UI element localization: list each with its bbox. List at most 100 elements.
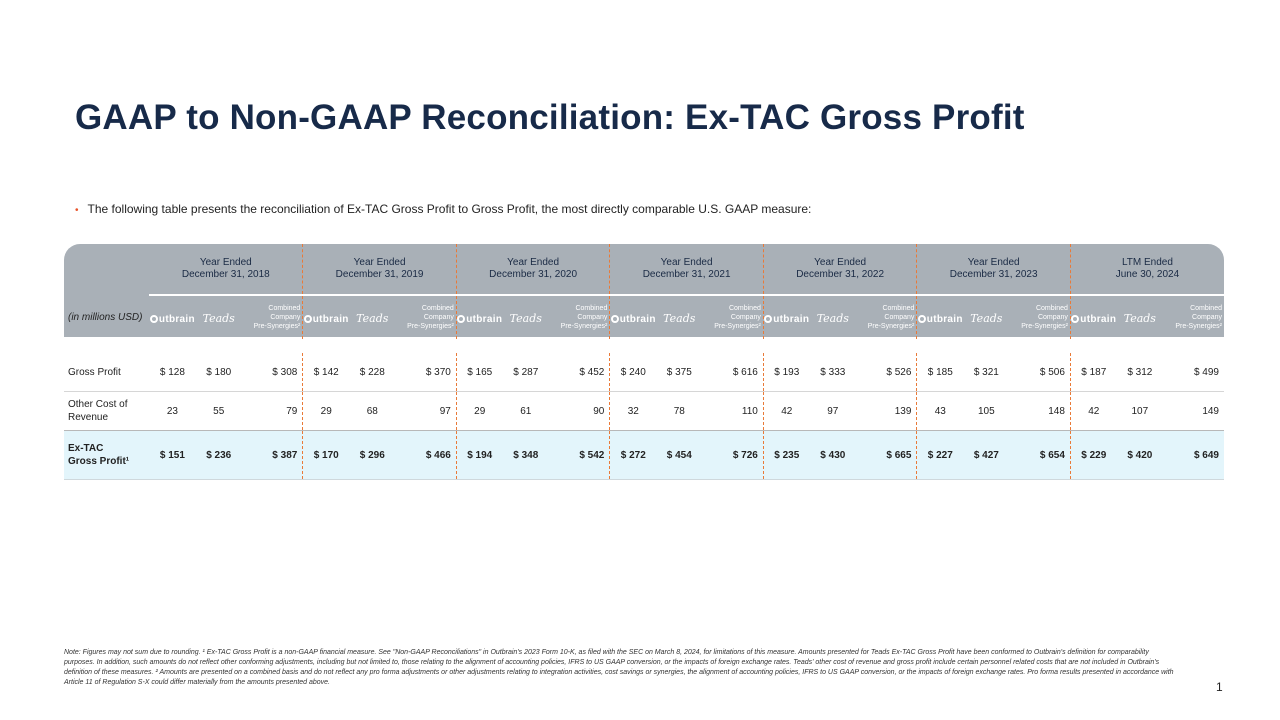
teads-logo-text: Teads	[356, 311, 389, 325]
table-cell: 110	[702, 391, 764, 431]
period-line1: Year Ended	[353, 257, 406, 268]
combined-header: Combined Company Pre-Synergies²	[1009, 295, 1071, 339]
combined-l1: Combined	[1190, 305, 1222, 312]
table-cell: $ 228	[349, 353, 396, 392]
period-header: Year Ended December 31, 2022	[763, 244, 918, 296]
outbrain-logo-text: utbrain	[926, 313, 963, 325]
combined-l1: Combined	[1035, 305, 1068, 312]
period-line1: Year Ended	[507, 257, 560, 268]
table-cell: $ 321	[963, 353, 1010, 392]
combined-header: Combined Company Pre-Synergies²	[548, 295, 611, 339]
outbrain-logo: utbrain	[1070, 295, 1116, 339]
outbrain-logo: utbrain	[610, 295, 656, 339]
intro-bullet: • The following table presents the reconc…	[75, 202, 811, 216]
teads-logo: Teads	[1117, 295, 1163, 339]
outbrain-logo-text: utbrain	[312, 313, 349, 325]
intro-text: The following table presents the reconci…	[87, 202, 812, 216]
table-cell: $ 296	[349, 430, 396, 480]
outbrain-o-icon	[149, 314, 158, 323]
table-cell: $ 165	[456, 353, 503, 392]
table-cell: $ 185	[916, 353, 964, 392]
combined-header: Combined Company Pre-Synergies²	[241, 295, 304, 339]
teads-logo: Teads	[503, 295, 549, 339]
table-cell: $ 526	[855, 353, 918, 392]
teads-logo-text: Teads	[970, 311, 1003, 325]
teads-logo-text: Teads	[1123, 311, 1156, 325]
table-cell: 97	[809, 391, 856, 431]
table-cell: $ 427	[963, 430, 1010, 480]
table-cell: $ 370	[395, 353, 457, 392]
teads-logo-text: Teads	[202, 311, 235, 325]
table-cell: $ 333	[809, 353, 856, 392]
outbrain-o-icon	[1071, 314, 1080, 323]
combined-header: Combined Company Pre-Synergies²	[702, 295, 764, 339]
period-line1: Year Ended	[967, 257, 1020, 268]
combined-l2: Company	[1192, 314, 1222, 321]
table-cell: 79	[241, 391, 304, 431]
combined-l2: Company	[577, 314, 608, 321]
teads-logo: Teads	[196, 295, 242, 339]
outbrain-logo: utbrain	[456, 295, 502, 339]
combined-l3: Pre-Synergies²	[1175, 323, 1222, 330]
table-cell: 55	[195, 391, 242, 431]
combined-l2: Company	[270, 314, 301, 321]
table-cell: $ 452	[548, 353, 611, 392]
combined-l3: Pre-Synergies²	[1021, 323, 1068, 330]
outbrain-o-icon	[917, 314, 926, 323]
table-cell: $ 506	[1009, 353, 1071, 392]
combined-l2: Company	[1037, 314, 1068, 321]
table-cell: $ 499	[1163, 353, 1224, 392]
table-cell: $ 194	[456, 430, 503, 480]
combined-l3: Pre-Synergies²	[867, 323, 915, 330]
combined-header: Combined Company Pre-Synergies²	[395, 295, 457, 339]
page-title: GAAP to Non-GAAP Reconciliation: Ex-TAC …	[75, 98, 1025, 137]
table-cell: $ 151	[149, 430, 196, 480]
period-header: Year Ended December 31, 2023	[916, 244, 1071, 296]
period-line1: Year Ended	[814, 257, 867, 268]
combined-l3: Pre-Synergies²	[714, 323, 761, 330]
combined-l3: Pre-Synergies²	[560, 323, 608, 330]
outbrain-logo: utbrain	[303, 295, 349, 339]
outbrain-o-icon	[610, 314, 619, 323]
combined-l2: Company	[884, 314, 915, 321]
period-header: Year Ended December 31, 2020	[456, 244, 611, 296]
table-cell: 148	[1009, 391, 1071, 431]
period-line2: December 31, 2022	[796, 269, 885, 280]
combined-l3: Pre-Synergies²	[407, 323, 454, 330]
table-cell: 42	[1070, 391, 1117, 431]
table-row: Other Cost of Revenue 23 55 79 29 68 97 29 61 90 3…	[64, 391, 1224, 431]
table-cell: $ 240	[609, 353, 657, 392]
table-cell: $ 187	[1070, 353, 1117, 392]
combined-l2: Company	[730, 314, 761, 321]
table-cell: $ 227	[916, 430, 964, 480]
period-header: LTM Ended June 30, 2024	[1070, 244, 1224, 296]
combined-l2: Company	[423, 314, 454, 321]
combined-l1: Combined	[728, 305, 761, 312]
teads-logo: Teads	[810, 295, 856, 339]
table-cell: 29	[456, 391, 503, 431]
table-cell: $ 654	[1009, 430, 1071, 480]
bullet-dot-icon: •	[75, 205, 79, 216]
teads-logo: Teads	[349, 295, 395, 339]
table-cell: $ 128	[149, 353, 196, 392]
teads-logo-text: Teads	[509, 311, 542, 325]
table-cell: 97	[395, 391, 457, 431]
table-cell: 23	[149, 391, 196, 431]
units-label: (in millions USD)	[68, 311, 143, 323]
table-cell: $ 387	[241, 430, 304, 480]
period-line1: Year Ended	[199, 257, 252, 268]
table-cell: 78	[656, 391, 703, 431]
outbrain-logo-text: utbrain	[466, 313, 503, 325]
table-cell: $ 430	[809, 430, 856, 480]
period-line2: December 31, 2019	[335, 269, 424, 280]
combined-header: Combined Company Pre-Synergies²	[855, 295, 918, 339]
table-cell: $ 193	[763, 353, 810, 392]
period-line1: LTM Ended	[1121, 257, 1173, 268]
teads-logo: Teads	[656, 295, 702, 339]
table-cell: $ 236	[195, 430, 242, 480]
table-cell: $ 466	[395, 430, 457, 480]
outbrain-logo-text: utbrain	[158, 313, 195, 325]
period-line2: December 31, 2023	[949, 269, 1038, 280]
period-header: Year Ended December 31, 2018	[149, 244, 304, 296]
table-cell: 149	[1163, 391, 1224, 431]
